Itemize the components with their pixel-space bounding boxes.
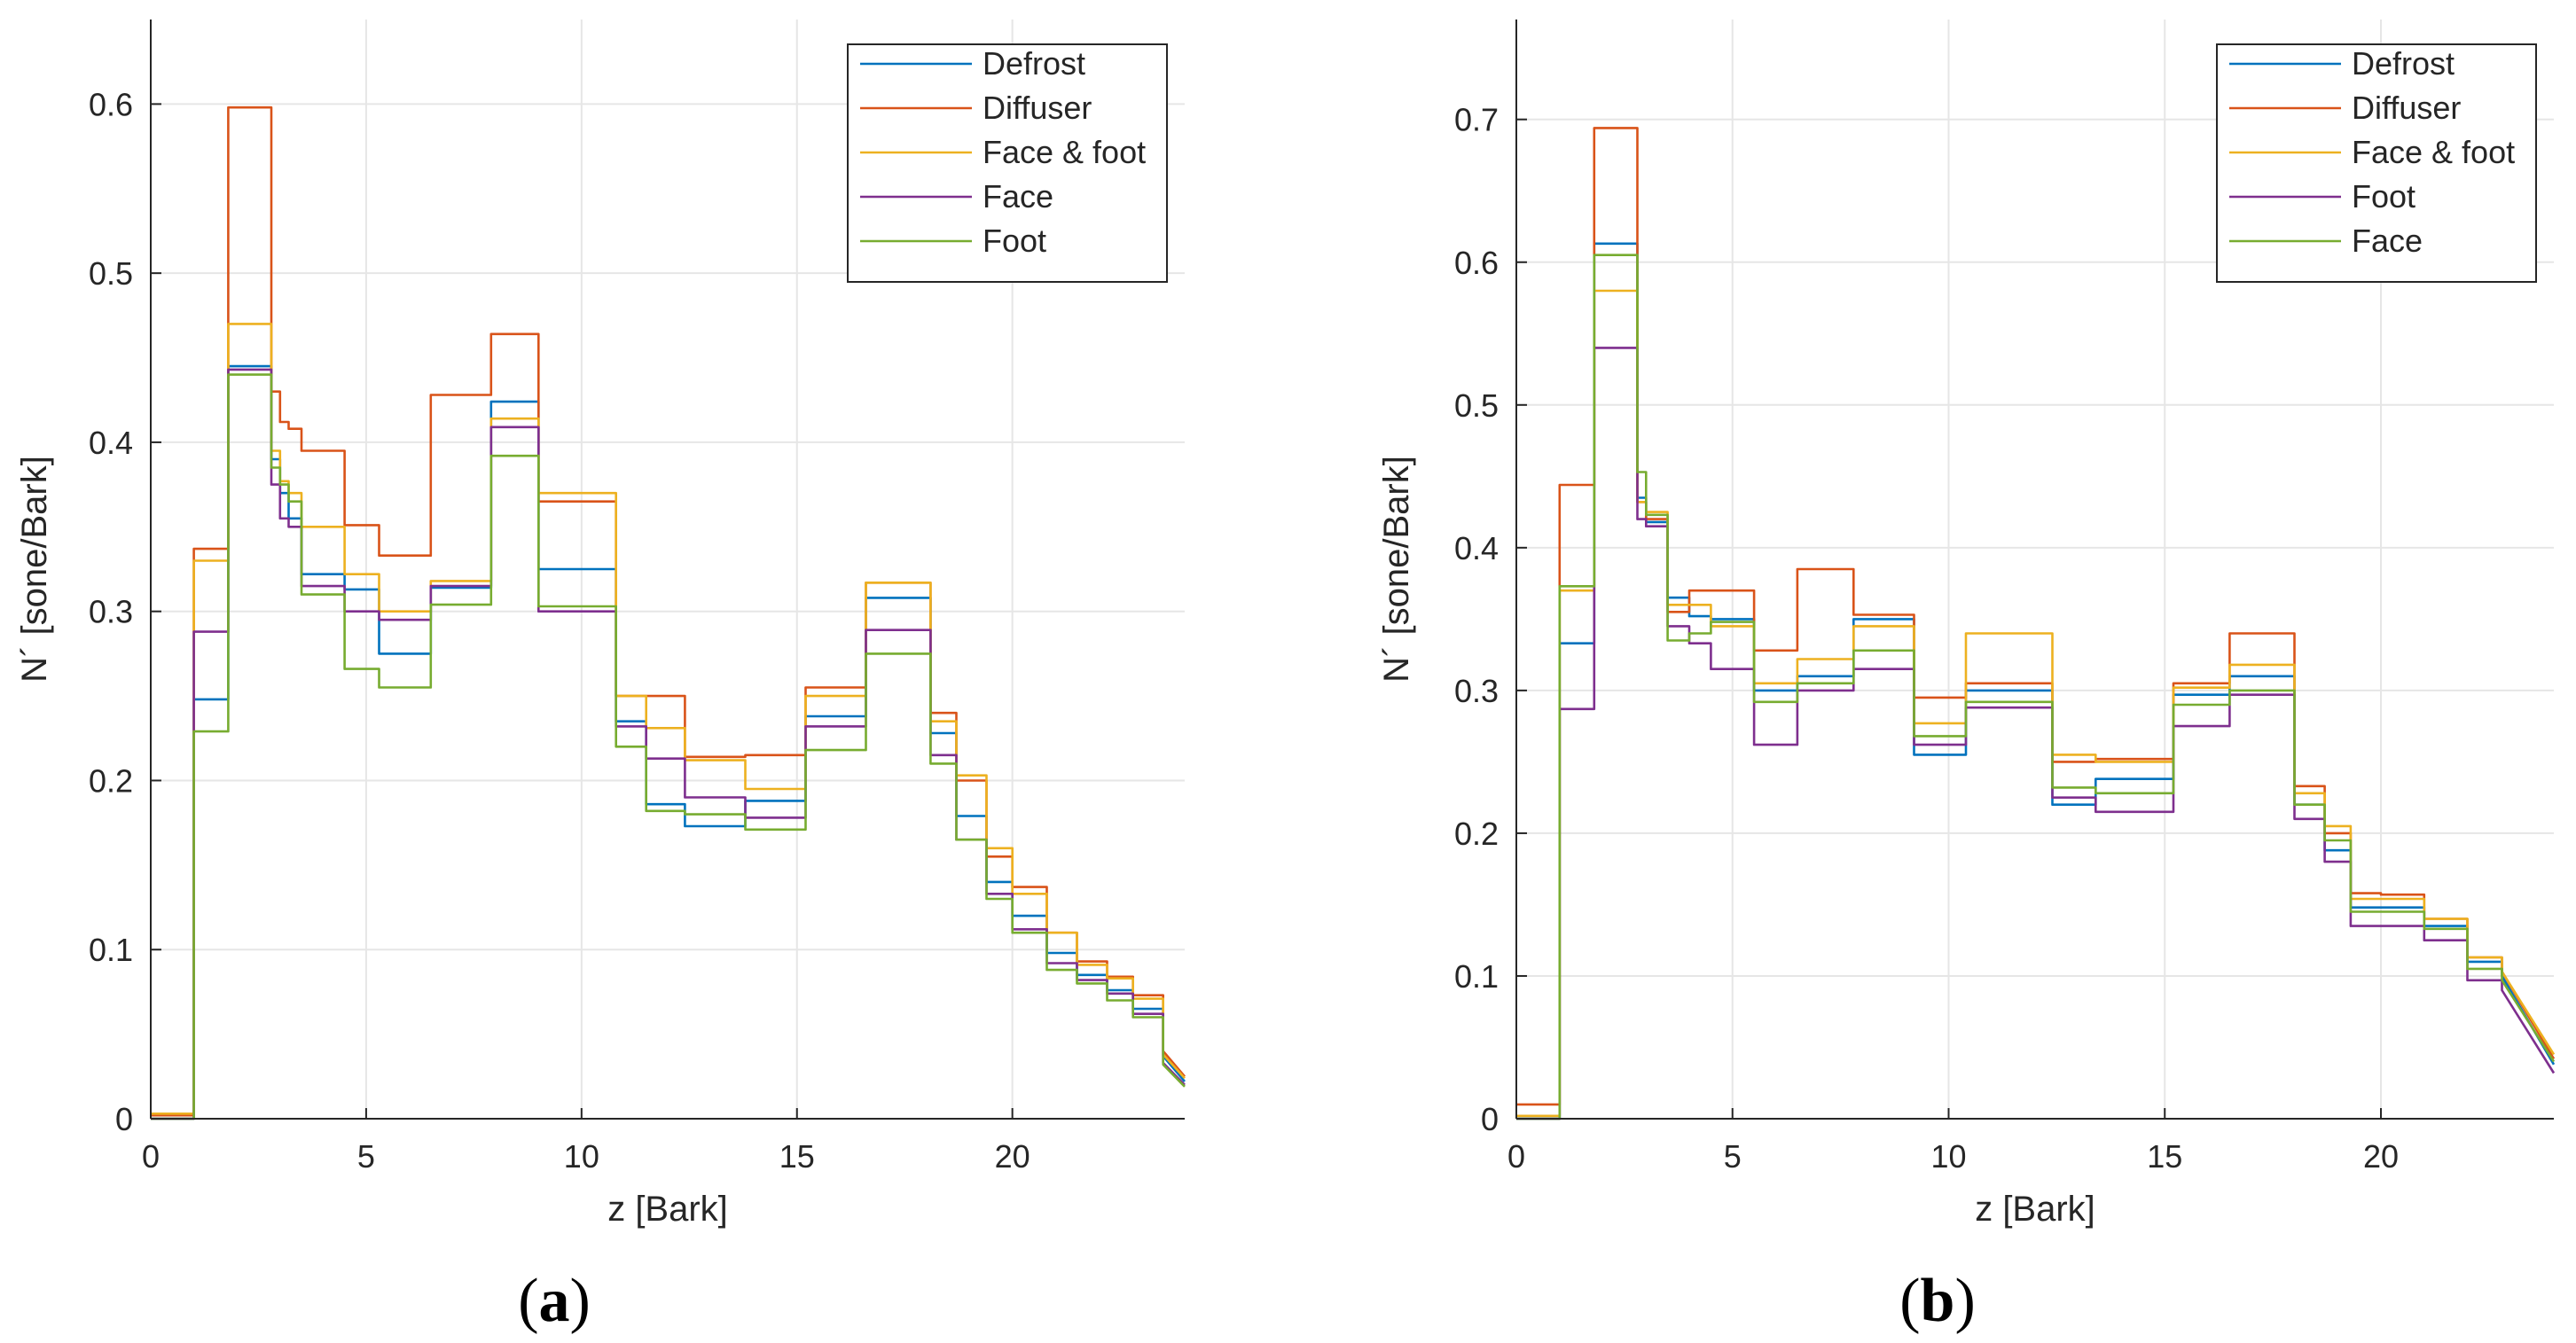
series-line-foot	[151, 373, 1186, 1120]
legend-entry: Defrost	[2352, 45, 2455, 82]
y-tick-label: 0.5	[89, 255, 133, 292]
x-tick-label: 5	[1724, 1138, 1742, 1175]
panel-caption: (b)	[1899, 1267, 1976, 1335]
legend-entry: Foot	[2352, 178, 2415, 215]
x-tick-label: 15	[2147, 1138, 2182, 1175]
x-tick-label: 0	[1507, 1138, 1525, 1175]
chart-panel-b: 0 5 10 15 20 0 0.1 0.2 0.3 0.4 0.5 0.6 0.7 z [Bark] N´…	[1377, 20, 2556, 1335]
y-tick-label: 0.4	[1454, 530, 1499, 566]
legend-entry: Foot	[983, 223, 1046, 259]
x-axis-label: z [Bark]	[1975, 1190, 2095, 1229]
y-tick-label: 0.1	[89, 932, 133, 968]
y-axis-label: N´ [sone/Bark]	[1377, 456, 1416, 683]
legend-entry: Face & foot	[983, 134, 1146, 170]
x-tick-label: 15	[779, 1138, 815, 1175]
caption-close-paren: )	[1954, 1267, 1975, 1335]
y-tick-label: 0.2	[1454, 816, 1499, 852]
legend-entry: Defrost	[983, 45, 1085, 82]
legend-entry: Diffuser	[2352, 90, 2461, 126]
series-line-defrost	[1516, 242, 2556, 1120]
legend-entry: Face	[983, 178, 1053, 215]
x-tick-label: 20	[995, 1138, 1030, 1175]
legend-box	[847, 43, 1168, 283]
y-tick-label: 0.6	[1454, 245, 1499, 281]
caption-letter: a	[539, 1267, 570, 1335]
x-tick-label: 20	[2363, 1138, 2399, 1175]
legend-entry: Face & foot	[2352, 134, 2515, 170]
legend-box	[2216, 43, 2537, 283]
y-tick-label: 0.1	[1454, 958, 1499, 995]
chart-panel-a: 0 5 10 15 20 0 0.1 0.2 0.3 0.4 0.5 0.6 z [Bark] N´ [s…	[15, 20, 1186, 1335]
y-tick-label: 0.5	[1454, 387, 1499, 424]
series-line-face	[1516, 254, 2556, 1120]
x-tick-label: 10	[564, 1138, 599, 1175]
x-tick-label: 0	[142, 1138, 160, 1175]
caption-letter: b	[1921, 1267, 1955, 1335]
y-tick-label: 0.3	[1454, 673, 1499, 709]
legend: Defrost Diffuser Face & foot Face Foot	[847, 43, 1168, 283]
caption-open-paren: (	[1899, 1267, 1920, 1335]
panel-caption: (a)	[518, 1267, 591, 1335]
x-tick-label: 10	[1930, 1138, 1966, 1175]
caption-close-paren: )	[570, 1267, 591, 1335]
y-tick-label: 0	[1481, 1101, 1499, 1137]
series-line-foot	[1516, 347, 2556, 1120]
x-axis-label: z [Bark]	[607, 1190, 728, 1229]
y-tick-label: 0.7	[1454, 102, 1499, 138]
y-tick-label: 0.3	[89, 594, 133, 630]
caption-open-paren: (	[518, 1267, 538, 1335]
y-tick-label: 0.2	[89, 762, 133, 799]
y-axis-label: N´ [sone/Bark]	[15, 456, 54, 683]
legend-entry: Diffuser	[983, 90, 1092, 126]
y-tick-label: 0.6	[89, 86, 133, 122]
y-tick-label: 0	[115, 1101, 133, 1137]
y-tick-label: 0.4	[89, 425, 133, 461]
legend: Defrost Diffuser Face & foot Foot Face	[2216, 43, 2537, 283]
legend-entry: Face	[2352, 223, 2423, 259]
x-tick-label: 5	[357, 1138, 375, 1175]
